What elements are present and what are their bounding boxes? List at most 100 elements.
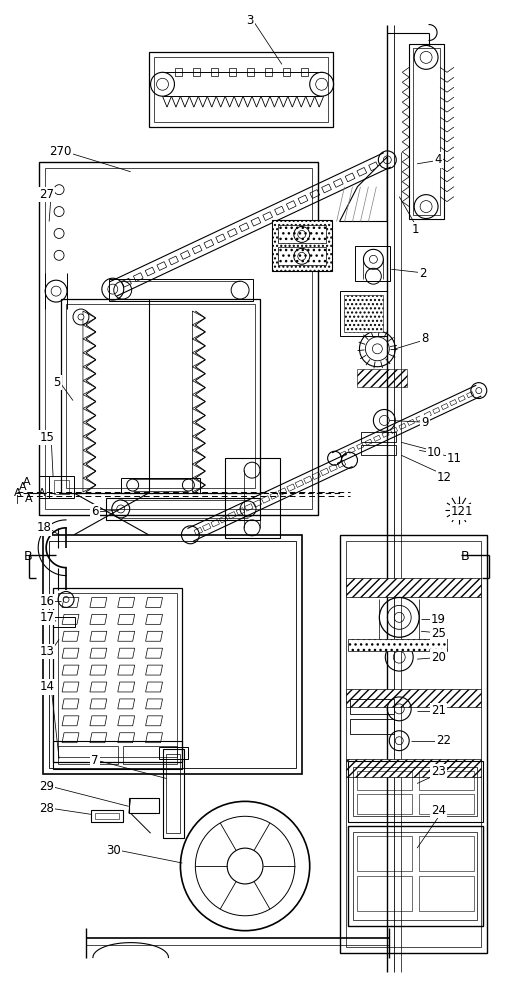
Bar [211,68,218,76]
Bar [355,246,390,281]
Text: —A: —A [29,488,46,498]
Polygon shape [90,699,107,709]
Text: 7: 7 [91,754,98,767]
Bar [163,749,184,838]
Polygon shape [118,665,135,675]
Polygon shape [118,631,135,641]
Polygon shape [192,353,205,367]
Text: 24: 24 [431,804,446,817]
Polygon shape [118,699,135,709]
Bar [49,541,296,768]
Bar [43,535,302,774]
Polygon shape [83,478,96,492]
Bar [399,423,406,429]
Bar [391,427,397,433]
Text: 20: 20 [431,651,446,664]
Polygon shape [192,422,205,436]
Bar [340,451,347,457]
Bar [441,403,448,410]
Text: 12: 12 [437,471,452,484]
Bar [247,68,254,76]
Bar [203,523,211,531]
Bar [53,741,182,769]
Polygon shape [146,648,163,658]
Polygon shape [62,631,79,641]
Bar [53,588,182,762]
Text: 3: 3 [246,14,253,27]
Bar [58,746,118,764]
Bar [159,747,189,759]
Polygon shape [118,716,135,726]
Polygon shape [146,733,163,743]
Polygon shape [62,648,79,658]
Polygon shape [192,464,205,478]
Bar [450,400,457,406]
Bar [350,699,394,714]
Polygon shape [90,733,107,743]
Polygon shape [83,395,96,408]
Text: 15: 15 [39,431,54,444]
Bar [251,217,261,226]
Text: 25: 25 [431,627,446,640]
Polygon shape [146,614,163,624]
Bar [346,578,481,597]
Bar [321,468,329,476]
Bar [345,173,355,182]
Bar [343,295,383,332]
Bar [409,44,444,219]
Bar [424,411,431,418]
Bar [350,719,394,734]
Bar [301,68,308,76]
Bar [286,201,296,209]
Bar [157,262,167,270]
Text: 30: 30 [106,844,121,857]
Polygon shape [83,422,96,436]
Text: B: B [23,550,32,563]
Polygon shape [83,325,96,339]
Bar [373,435,381,441]
Polygon shape [83,353,96,367]
Bar [109,279,253,301]
Polygon shape [146,699,163,709]
Text: 9: 9 [421,416,428,429]
Polygon shape [83,464,96,478]
Bar [340,291,387,336]
Bar [357,167,367,176]
Text: 14: 14 [39,680,54,693]
Bar [357,836,412,871]
Bar [416,415,423,422]
Bar [346,759,481,777]
Text: —: — [25,488,35,498]
Polygon shape [192,478,205,492]
Text: 19: 19 [431,613,446,626]
Polygon shape [83,450,96,464]
Bar [329,464,337,472]
Polygon shape [90,716,107,726]
Bar [295,480,304,487]
Bar [53,617,75,627]
Text: 5: 5 [53,376,61,389]
Bar [353,832,477,920]
Text: A: A [19,482,27,492]
Bar [58,593,178,757]
Bar [270,492,278,499]
Bar [275,206,284,215]
Text: 18: 18 [36,521,51,534]
Text: 21: 21 [431,704,446,717]
Polygon shape [62,716,79,726]
Bar [340,535,487,953]
Bar [357,876,412,911]
Bar [153,57,327,122]
Bar [66,304,255,488]
Polygon shape [118,682,135,692]
Text: 6: 6 [91,505,98,518]
Bar [265,68,272,76]
Bar [220,516,228,523]
Polygon shape [90,682,107,692]
Polygon shape [118,597,135,607]
Polygon shape [90,648,107,658]
Polygon shape [118,614,135,624]
Bar [225,458,280,538]
Polygon shape [83,367,96,381]
Text: 11: 11 [447,452,462,465]
